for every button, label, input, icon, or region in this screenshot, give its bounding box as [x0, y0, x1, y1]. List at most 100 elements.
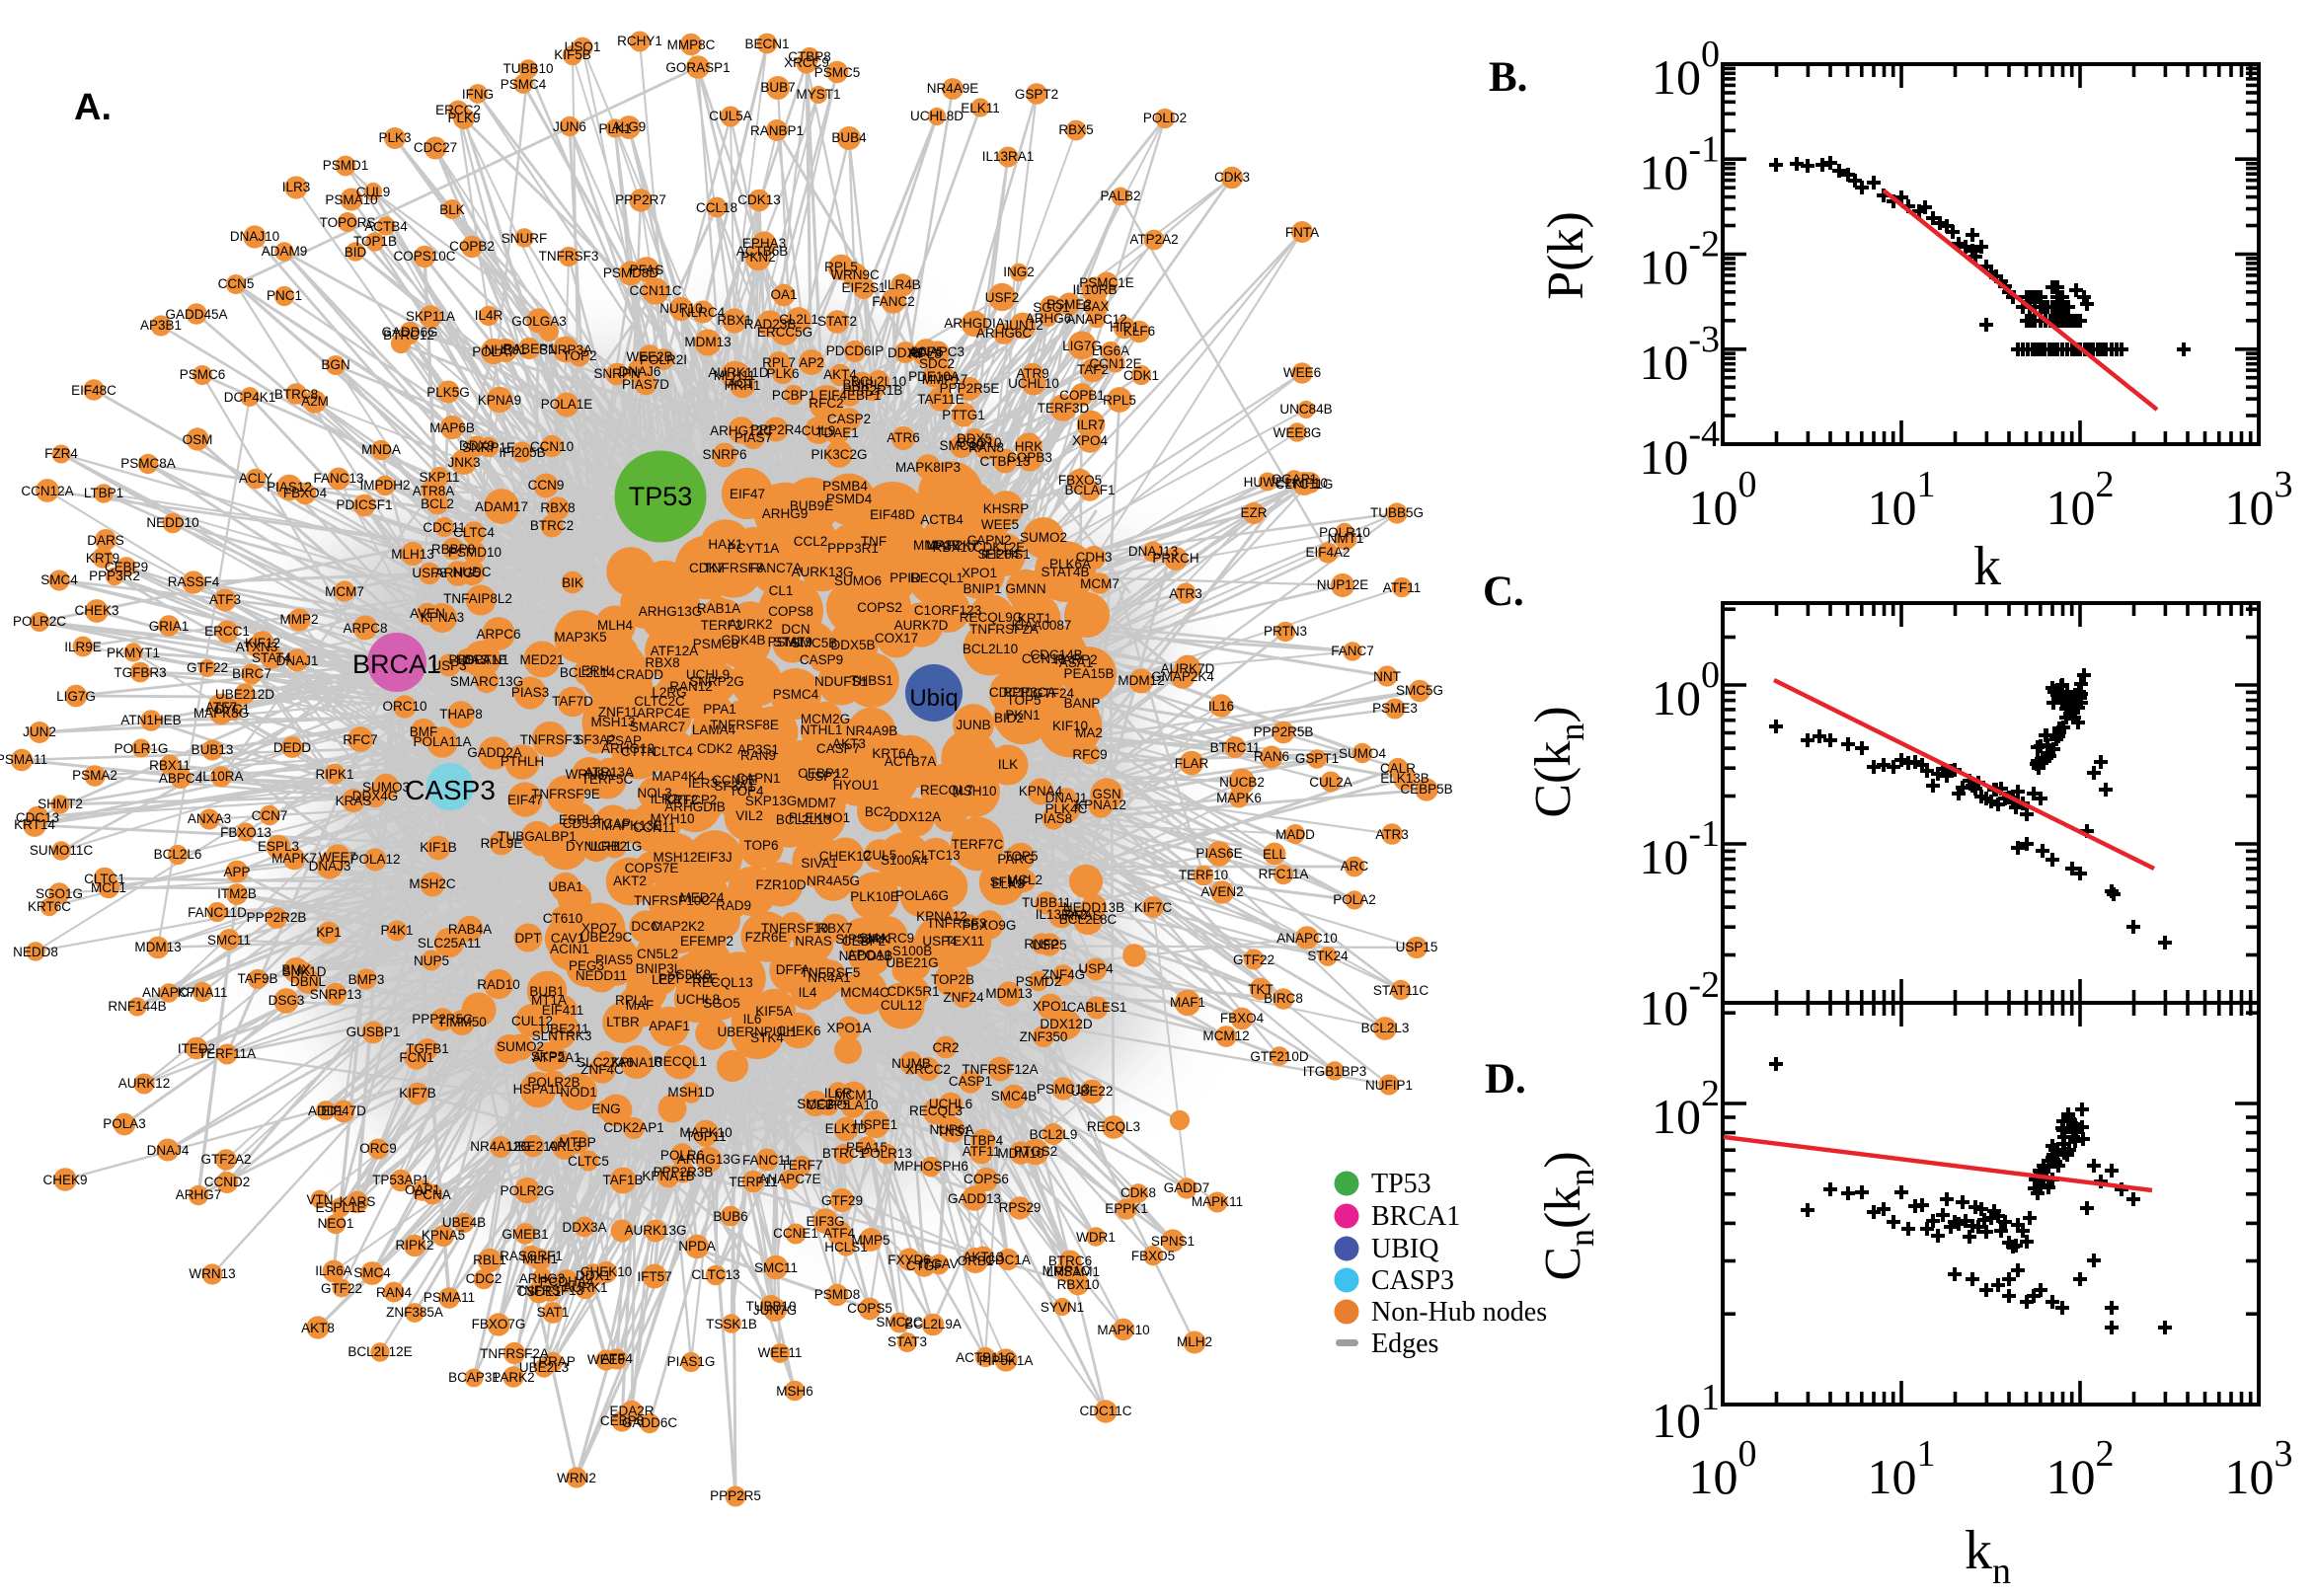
- svg-text:GOLGA3: GOLGA3: [511, 314, 567, 329]
- svg-text:RPL5: RPL5: [1103, 393, 1136, 408]
- svg-text:RCHY1: RCHY1: [617, 34, 662, 48]
- svg-text:BLK: BLK: [439, 202, 465, 217]
- svg-text:ACTB11C: ACTB11C: [956, 1350, 1015, 1365]
- svg-text:CCN10: CCN10: [530, 439, 574, 454]
- svg-text:TEX11: TEX11: [945, 934, 984, 949]
- svg-text:ARHG7: ARHG7: [176, 1187, 222, 1202]
- svg-text:BNIP1: BNIP1: [963, 581, 1001, 596]
- svg-text:ATF4: ATF4: [823, 1226, 855, 1241]
- svg-text:NEDD10: NEDD10: [146, 515, 198, 530]
- svg-text:ITGAV: ITGAV: [919, 1256, 959, 1271]
- svg-text:MDM10: MDM10: [997, 1146, 1043, 1161]
- svg-text:ATN1HEB: ATN1HEB: [120, 713, 181, 727]
- svg-text:GADD6G: GADD6G: [381, 325, 437, 340]
- svg-text:CDK12E: CDK12E: [973, 540, 1026, 555]
- svg-text:A.: A.: [74, 87, 112, 128]
- svg-text:AKT2: AKT2: [613, 874, 647, 888]
- svg-text:XPO1: XPO1: [962, 566, 997, 580]
- svg-text:DDX3A: DDX3A: [562, 1220, 606, 1235]
- svg-text:ZNF385A: ZNF385A: [386, 1305, 443, 1320]
- svg-text:RIPK2: RIPK2: [395, 1238, 433, 1253]
- svg-text:BTRC11: BTRC11: [1210, 740, 1261, 755]
- svg-text:SHMT2: SHMT2: [38, 797, 83, 811]
- svg-text:PCNA: PCNA: [414, 1187, 451, 1202]
- svg-text:AVEN2: AVEN2: [1200, 884, 1243, 899]
- svg-text:NRAS: NRAS: [795, 934, 832, 949]
- svg-text:TP53: TP53: [629, 482, 693, 511]
- svg-text:SGO5: SGO5: [703, 996, 740, 1011]
- svg-text:ELK1D: ELK1D: [825, 1121, 868, 1136]
- svg-text:IL10RA: IL10RA: [198, 769, 243, 784]
- svg-text:XPO4: XPO4: [1072, 433, 1109, 448]
- svg-text:BCL2L6: BCL2L6: [154, 847, 202, 862]
- svg-text:DCP4K1: DCP4K1: [224, 390, 276, 405]
- svg-text:CABLES1: CABLES1: [1067, 1000, 1127, 1015]
- svg-text:CUL9: CUL9: [356, 185, 391, 199]
- svg-text:SPNS1: SPNS1: [1151, 1234, 1195, 1249]
- svg-text:TNFAIP8L2: TNFAIP8L2: [443, 591, 512, 606]
- svg-text:WRN2: WRN2: [557, 1471, 596, 1485]
- svg-text:RNF144B: RNF144B: [108, 999, 166, 1014]
- svg-text:CLTC1: CLTC1: [84, 872, 125, 886]
- svg-text:C.: C.: [1483, 569, 1524, 615]
- svg-text:NUP12E: NUP12E: [1317, 577, 1369, 592]
- svg-text:GTF2A2: GTF2A2: [200, 1152, 251, 1167]
- svg-text:POLA12: POLA12: [349, 852, 400, 867]
- svg-text:PSMD8D: PSMD8D: [603, 266, 659, 280]
- svg-text:BUB13: BUB13: [192, 742, 234, 757]
- svg-text:DNAJ1: DNAJ1: [1045, 791, 1088, 805]
- svg-text:UCHL1G: UCHL1G: [588, 839, 643, 854]
- svg-text:QGAP1: QGAP1: [1272, 472, 1318, 487]
- svg-text:SKP11: SKP11: [419, 470, 459, 485]
- svg-text:EDA2R: EDA2R: [609, 1404, 654, 1418]
- svg-text:PLK3: PLK3: [378, 130, 411, 145]
- svg-text:SMC5G: SMC5G: [1396, 683, 1443, 698]
- svg-text:CDC27: CDC27: [414, 140, 457, 155]
- svg-text:Non-Hub nodes: Non-Hub nodes: [1371, 1297, 1547, 1328]
- svg-text:FANC11: FANC11: [742, 1153, 792, 1168]
- svg-text:CDK2AP1: CDK2AP1: [603, 1120, 664, 1135]
- svg-text:CHEK9: CHEK9: [42, 1173, 87, 1187]
- svg-text:IL6: IL6: [743, 1012, 762, 1026]
- svg-text:SNRP6: SNRP6: [702, 447, 746, 462]
- svg-text:MLH2: MLH2: [1177, 1334, 1212, 1349]
- svg-text:CCN7: CCN7: [252, 808, 288, 823]
- svg-text:DNAJ1: DNAJ1: [276, 653, 319, 668]
- svg-text:CEBP5B: CEBP5B: [1400, 782, 1452, 797]
- svg-text:APP: APP: [223, 865, 250, 879]
- svg-text:GORASP1: GORASP1: [665, 60, 730, 75]
- svg-text:CDK13: CDK13: [737, 192, 781, 207]
- svg-text:POLR6: POLR6: [660, 1148, 704, 1163]
- svg-text:PPA1: PPA1: [703, 702, 736, 717]
- svg-text:PPID: PPID: [889, 570, 921, 585]
- svg-text:BRCA1: BRCA1: [1371, 1201, 1460, 1232]
- svg-text:BMF: BMF: [410, 724, 438, 739]
- svg-text:SUMO2: SUMO2: [1020, 530, 1067, 545]
- svg-text:CL1: CL1: [769, 583, 794, 598]
- svg-text:RANBP1: RANBP1: [750, 123, 804, 138]
- svg-text:MT1A: MT1A: [531, 993, 567, 1008]
- svg-text:ABPC4: ABPC4: [159, 771, 203, 786]
- svg-text:DNAJ13: DNAJ13: [1128, 544, 1178, 559]
- svg-text:MADD: MADD: [1275, 827, 1315, 842]
- svg-text:BGN: BGN: [321, 357, 349, 372]
- svg-text:DPT: DPT: [515, 931, 542, 946]
- svg-text:CTBP8: CTBP8: [788, 49, 831, 64]
- svg-text:PIAS7D: PIAS7D: [622, 377, 669, 392]
- svg-text:TUBB5G: TUBB5G: [1370, 505, 1424, 520]
- svg-text:BCL2: BCL2: [421, 496, 454, 511]
- svg-text:SAT1: SAT1: [537, 1305, 570, 1320]
- svg-text:NR4A9E: NR4A9E: [927, 81, 979, 96]
- svg-text:FANC11D: FANC11D: [188, 905, 247, 920]
- svg-text:RPL7: RPL7: [762, 355, 796, 370]
- svg-text:EIF48C: EIF48C: [71, 383, 116, 398]
- svg-text:STK24: STK24: [1307, 949, 1349, 963]
- svg-text:PNC1: PNC1: [267, 288, 302, 303]
- svg-text:MDM7: MDM7: [797, 796, 836, 810]
- svg-text:KRT6C: KRT6C: [28, 899, 71, 914]
- svg-text:BC2: BC2: [865, 804, 890, 819]
- svg-text:EZR: EZR: [1241, 505, 1268, 520]
- svg-text:PARK2: PARK2: [492, 1370, 534, 1385]
- svg-text:ITGB1BP3: ITGB1BP3: [1303, 1064, 1367, 1079]
- svg-text:RAN8: RAN8: [968, 440, 1004, 455]
